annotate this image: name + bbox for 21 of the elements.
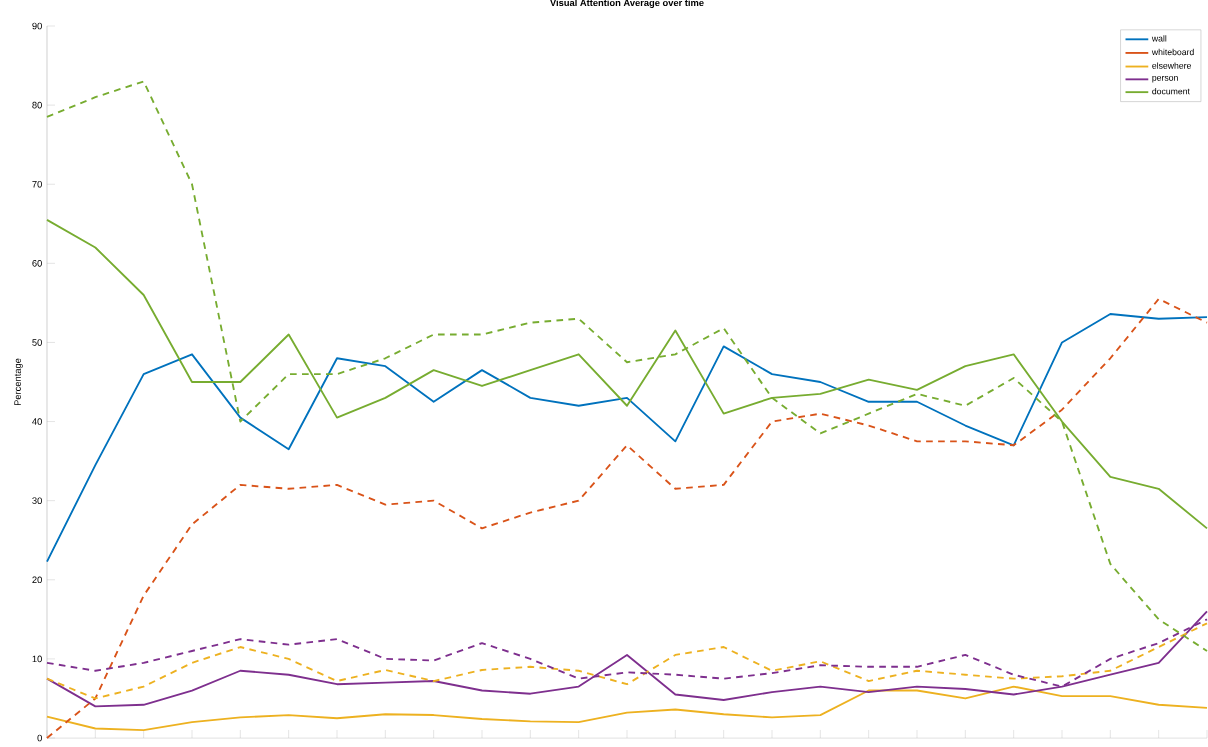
y-tick-label: 20 [32, 576, 42, 584]
legend-label: wall [1151, 35, 1167, 42]
line-series [46, 313, 1208, 563]
legend-label: elsewhere [1152, 62, 1191, 69]
chart-title: Visual Attention Average over time [550, 0, 704, 8]
y-tick-label: 10 [32, 655, 42, 663]
y-tick-label: 70 [32, 180, 42, 188]
y-tick-label: 80 [32, 101, 42, 109]
legend-label: document [1152, 88, 1190, 95]
y-tick-label: 50 [32, 339, 42, 346]
legend-label: person [1152, 76, 1178, 83]
y-axis-title: Percentage [14, 358, 23, 406]
y-tick-label: 90 [32, 22, 42, 30]
legend-label: whiteboard [1151, 48, 1194, 56]
line-series [46, 610, 1208, 708]
y-tick-label: 40 [32, 418, 42, 425]
line-series [46, 685, 1208, 732]
y-tick-label: 30 [32, 497, 42, 504]
line-series [46, 622, 1208, 700]
y-tick-label: 60 [32, 260, 42, 267]
y-tick-label: 0 [37, 734, 42, 742]
